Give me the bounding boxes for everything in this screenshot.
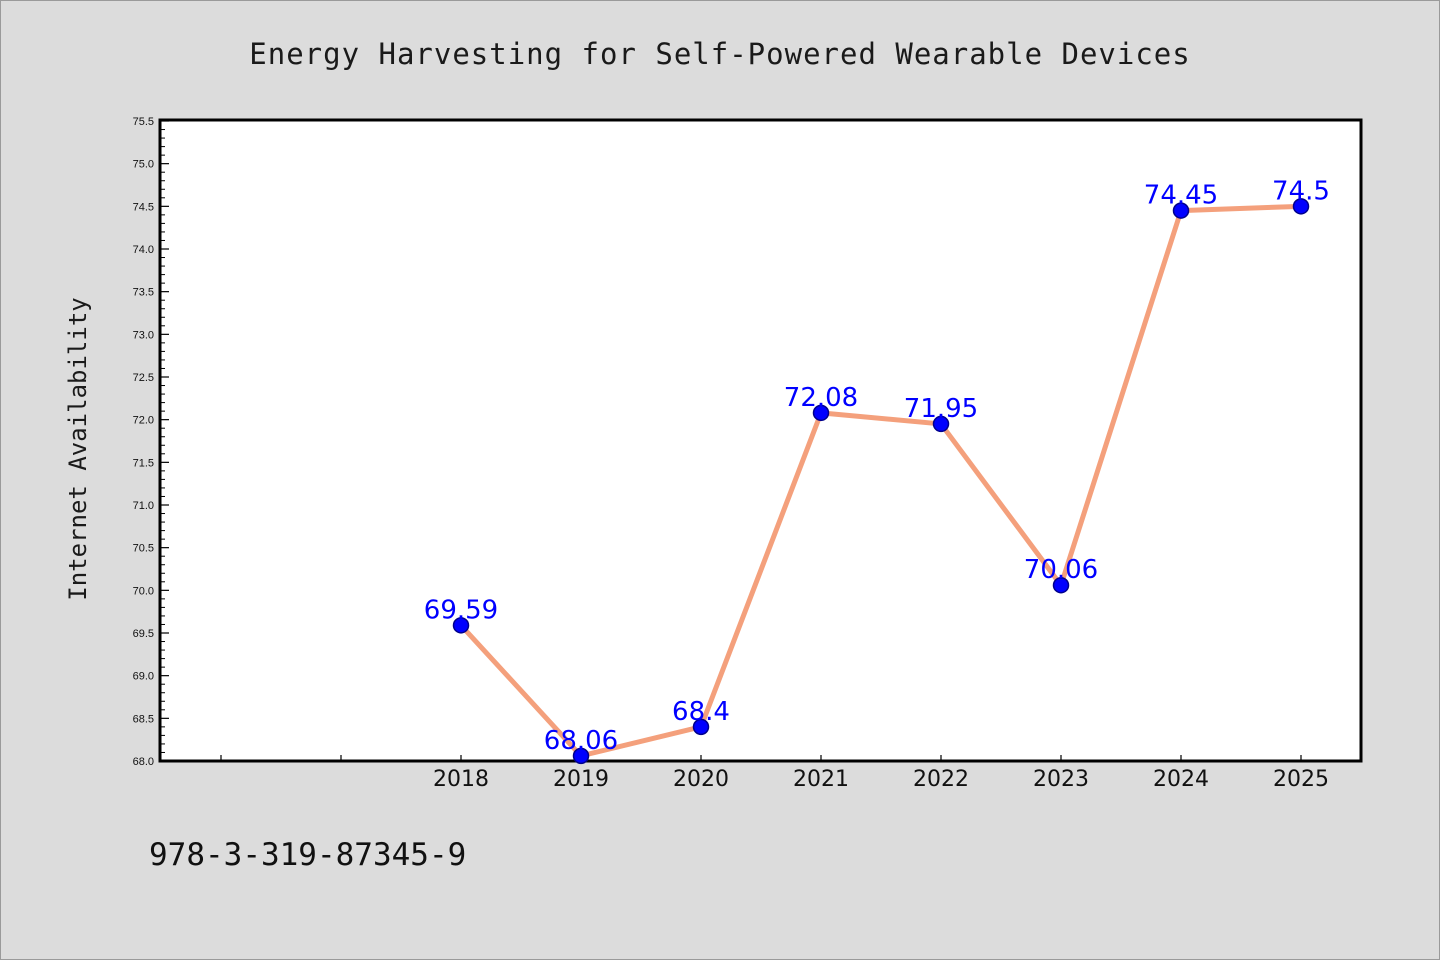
y-tick-label: 68.5 (133, 713, 154, 725)
data-point (452, 617, 470, 634)
data-point (572, 747, 590, 765)
y-tick-label: 69.0 (133, 671, 154, 683)
x-axis: 2018 2019 2020 2021 2022 2023 2024 2025 (220, 755, 1329, 792)
data-label: 72.08 (784, 383, 858, 413)
y-tick-label: 75.5 (133, 116, 154, 128)
data-point (692, 718, 710, 736)
x-tick-label: 2022 (913, 767, 969, 792)
y-tick-label: 72.5 (133, 372, 154, 384)
data-label: 71.95 (904, 394, 978, 424)
data-label: 68.06 (544, 726, 618, 756)
series-line (459, 203, 1302, 759)
data-point (812, 404, 830, 422)
data-point (932, 415, 950, 433)
series-internet-availability (452, 198, 1310, 765)
data-label: 69.59 (424, 595, 498, 625)
y-tick-label: 74.0 (133, 244, 154, 256)
y-tick-label: 70.5 (133, 543, 154, 555)
y-tick-label: 68.0 (133, 756, 154, 768)
plot-area (158, 118, 1363, 763)
data-label: 74.45 (1144, 181, 1218, 211)
x-tick-label: 2019 (553, 767, 609, 792)
y-axis: 68.0 68.5 69.0 69.5 70.0 70.5 71.0 71.5 72.0 72.5… (133, 116, 169, 768)
y-tick-label: 74.5 (133, 201, 154, 213)
y-tick-label: 70.0 (133, 585, 154, 597)
y-tick-label: 75.0 (133, 159, 154, 171)
data-point (1292, 198, 1310, 215)
chart-title: Energy Harvesting for Self-Powered Weara… (249, 37, 1190, 71)
y-tick-label: 71.0 (133, 500, 154, 512)
x-tick-label: 2024 (1153, 767, 1209, 792)
y-axis-label: Internet Availability (64, 297, 92, 600)
x-tick-label: 2023 (1033, 767, 1089, 792)
data-label: 74.5 (1272, 176, 1330, 206)
footer-code: 978-3-319-87345-9 (149, 837, 466, 873)
y-tick-label: 69.5 (133, 628, 154, 640)
x-tick-label: 2025 (1273, 767, 1329, 792)
y-tick-label: 71.5 (133, 457, 154, 469)
y-tick-label: 73.0 (133, 329, 154, 341)
data-point (1172, 202, 1190, 219)
y-tick-label: 73.5 (133, 287, 154, 299)
x-tick-label: 2021 (793, 767, 849, 792)
data-label: 70.06 (1024, 555, 1098, 585)
y-tick-label: 72.0 (133, 415, 154, 427)
data-labels: 69.59 68.06 68.4 72.08 71.95 70.06 74.45 74.5 (424, 176, 1330, 756)
data-label: 68.4 (672, 697, 730, 727)
data-point (1052, 576, 1070, 594)
x-tick-label: 2020 (673, 767, 729, 792)
x-tick-label: 2018 (433, 767, 489, 792)
